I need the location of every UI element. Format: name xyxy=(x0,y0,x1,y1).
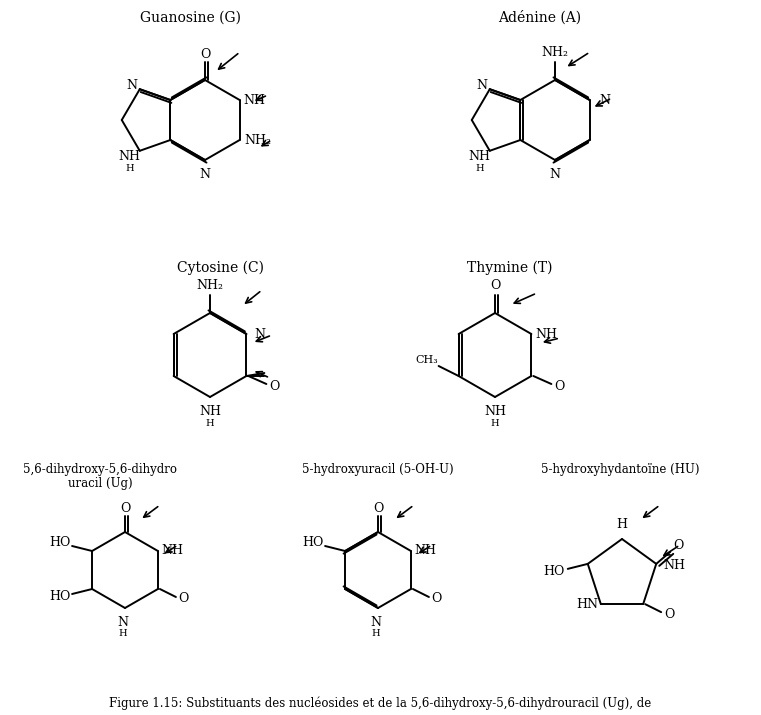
Text: H: H xyxy=(205,418,215,428)
Text: NH: NH xyxy=(469,150,491,163)
Text: NH: NH xyxy=(244,94,266,107)
Text: O: O xyxy=(673,539,683,553)
Text: NH₂: NH₂ xyxy=(244,134,271,147)
Text: Guanosine (G): Guanosine (G) xyxy=(139,11,240,25)
Text: NH₂: NH₂ xyxy=(196,279,224,292)
Text: HO: HO xyxy=(49,536,71,550)
Text: 5,6-dihydroxy-5,6-dihydro: 5,6-dihydroxy-5,6-dihydro xyxy=(23,463,177,476)
Text: Adénine (A): Adénine (A) xyxy=(498,11,581,25)
Text: NH: NH xyxy=(119,150,141,163)
Text: 5-hydroxyuracil (5-OH-U): 5-hydroxyuracil (5-OH-U) xyxy=(302,463,454,476)
Text: H: H xyxy=(491,418,499,428)
Text: H: H xyxy=(119,629,127,638)
Text: O: O xyxy=(490,279,500,292)
Text: O: O xyxy=(554,380,565,393)
Text: N: N xyxy=(549,167,561,180)
Text: NH: NH xyxy=(536,327,557,340)
Text: uracil (Ug): uracil (Ug) xyxy=(68,476,132,490)
Text: NH: NH xyxy=(484,405,506,418)
Text: CH₃: CH₃ xyxy=(416,355,438,365)
Text: Cytosine (C): Cytosine (C) xyxy=(177,261,263,275)
Text: N: N xyxy=(476,79,487,92)
Text: O: O xyxy=(119,501,130,515)
Text: H: H xyxy=(616,518,628,531)
Text: O: O xyxy=(179,593,189,606)
Text: H: H xyxy=(476,164,484,173)
Text: NH: NH xyxy=(414,545,436,558)
Text: HO: HO xyxy=(302,536,323,550)
Text: NH: NH xyxy=(664,559,685,573)
Text: N: N xyxy=(199,167,211,180)
Text: O: O xyxy=(431,593,442,606)
Text: N: N xyxy=(117,616,129,628)
Text: N: N xyxy=(371,616,381,628)
Text: N: N xyxy=(599,94,610,107)
Text: N: N xyxy=(126,79,137,92)
Text: O: O xyxy=(269,380,279,393)
Text: NH: NH xyxy=(161,545,183,558)
Text: HO: HO xyxy=(543,566,565,578)
Text: H: H xyxy=(371,629,380,638)
Text: Thymine (T): Thymine (T) xyxy=(467,261,552,275)
Text: O: O xyxy=(664,608,674,621)
Text: N: N xyxy=(254,327,265,340)
Text: HN: HN xyxy=(576,598,598,611)
Text: 5-hydroxyhydantoïne (HU): 5-hydroxyhydantoïne (HU) xyxy=(541,463,699,476)
Text: H: H xyxy=(126,164,134,173)
Text: NH₂: NH₂ xyxy=(542,46,568,59)
Text: Figure 1.15: Substituants des nucléosides et de la 5,6-dihydroxy-5,6-dihydrourac: Figure 1.15: Substituants des nucléoside… xyxy=(109,696,651,710)
Text: O: O xyxy=(200,47,210,61)
Text: HO: HO xyxy=(49,591,71,603)
Text: NH: NH xyxy=(199,405,221,418)
Text: O: O xyxy=(373,501,384,515)
